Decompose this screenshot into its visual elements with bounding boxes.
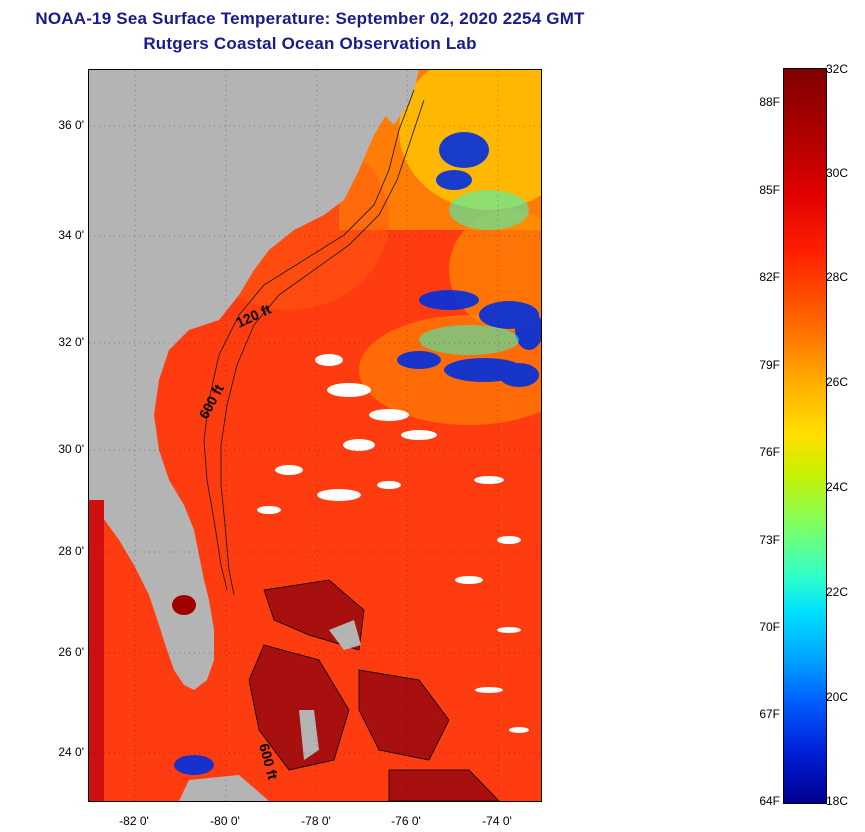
- lat-tick-label: 24 0': [58, 745, 84, 759]
- lat-tick-label: 28 0': [58, 544, 84, 558]
- land-mass: [89, 70, 419, 690]
- lat-tick-label: 26 0': [58, 645, 84, 659]
- celsius-tick: 30C: [826, 166, 849, 180]
- fahrenheit-tick: 76F: [759, 445, 780, 459]
- fahrenheit-tick: 67F: [759, 707, 780, 721]
- lon-tick-label: -80 0': [210, 814, 240, 828]
- bahamas-banks: [248, 579, 500, 801]
- map-title: NOAA-19 Sea Surface Temperature: Septemb…: [35, 9, 585, 28]
- celsius-tick: 28C: [826, 270, 849, 284]
- fahrenheit-tick: 70F: [759, 620, 780, 634]
- celsius-tick: 26C: [826, 375, 849, 389]
- map-subtitle: Rutgers Coastal Ocean Observation Lab: [143, 34, 477, 53]
- fahrenheit-tick: 88F: [759, 95, 780, 109]
- fahrenheit-tick: 64F: [759, 794, 780, 808]
- celsius-tick: 22C: [826, 585, 849, 599]
- fahrenheit-tick: 85F: [759, 183, 780, 197]
- lat-tick-label: 36 0': [58, 118, 84, 132]
- celsius-tick: 24C: [826, 480, 849, 494]
- fahrenheit-tick: 79F: [759, 358, 780, 372]
- celsius-tick: 18C: [826, 794, 849, 808]
- lon-tick-label: -74 0': [482, 814, 512, 828]
- sst-map: 120 ft 600 ft 600 ft: [88, 69, 542, 802]
- fahrenheit-tick: 82F: [759, 270, 780, 284]
- fahrenheit-tick: 73F: [759, 533, 780, 547]
- lon-tick-label: -82 0': [119, 814, 149, 828]
- celsius-tick: 20C: [826, 690, 849, 704]
- lon-tick-label: -76 0': [391, 814, 421, 828]
- lon-tick-label: -78 0': [301, 814, 331, 828]
- lat-tick-label: 34 0': [58, 228, 84, 242]
- celsius-tick: 32C: [826, 62, 849, 76]
- isobath-contours: [203, 89, 425, 596]
- lat-tick-label: 30 0': [58, 442, 84, 456]
- cloud-cover: [257, 354, 529, 733]
- lat-tick-label: 32 0': [58, 335, 84, 349]
- temperature-colorbar: [783, 68, 827, 804]
- cold-water-patches: [174, 132, 541, 775]
